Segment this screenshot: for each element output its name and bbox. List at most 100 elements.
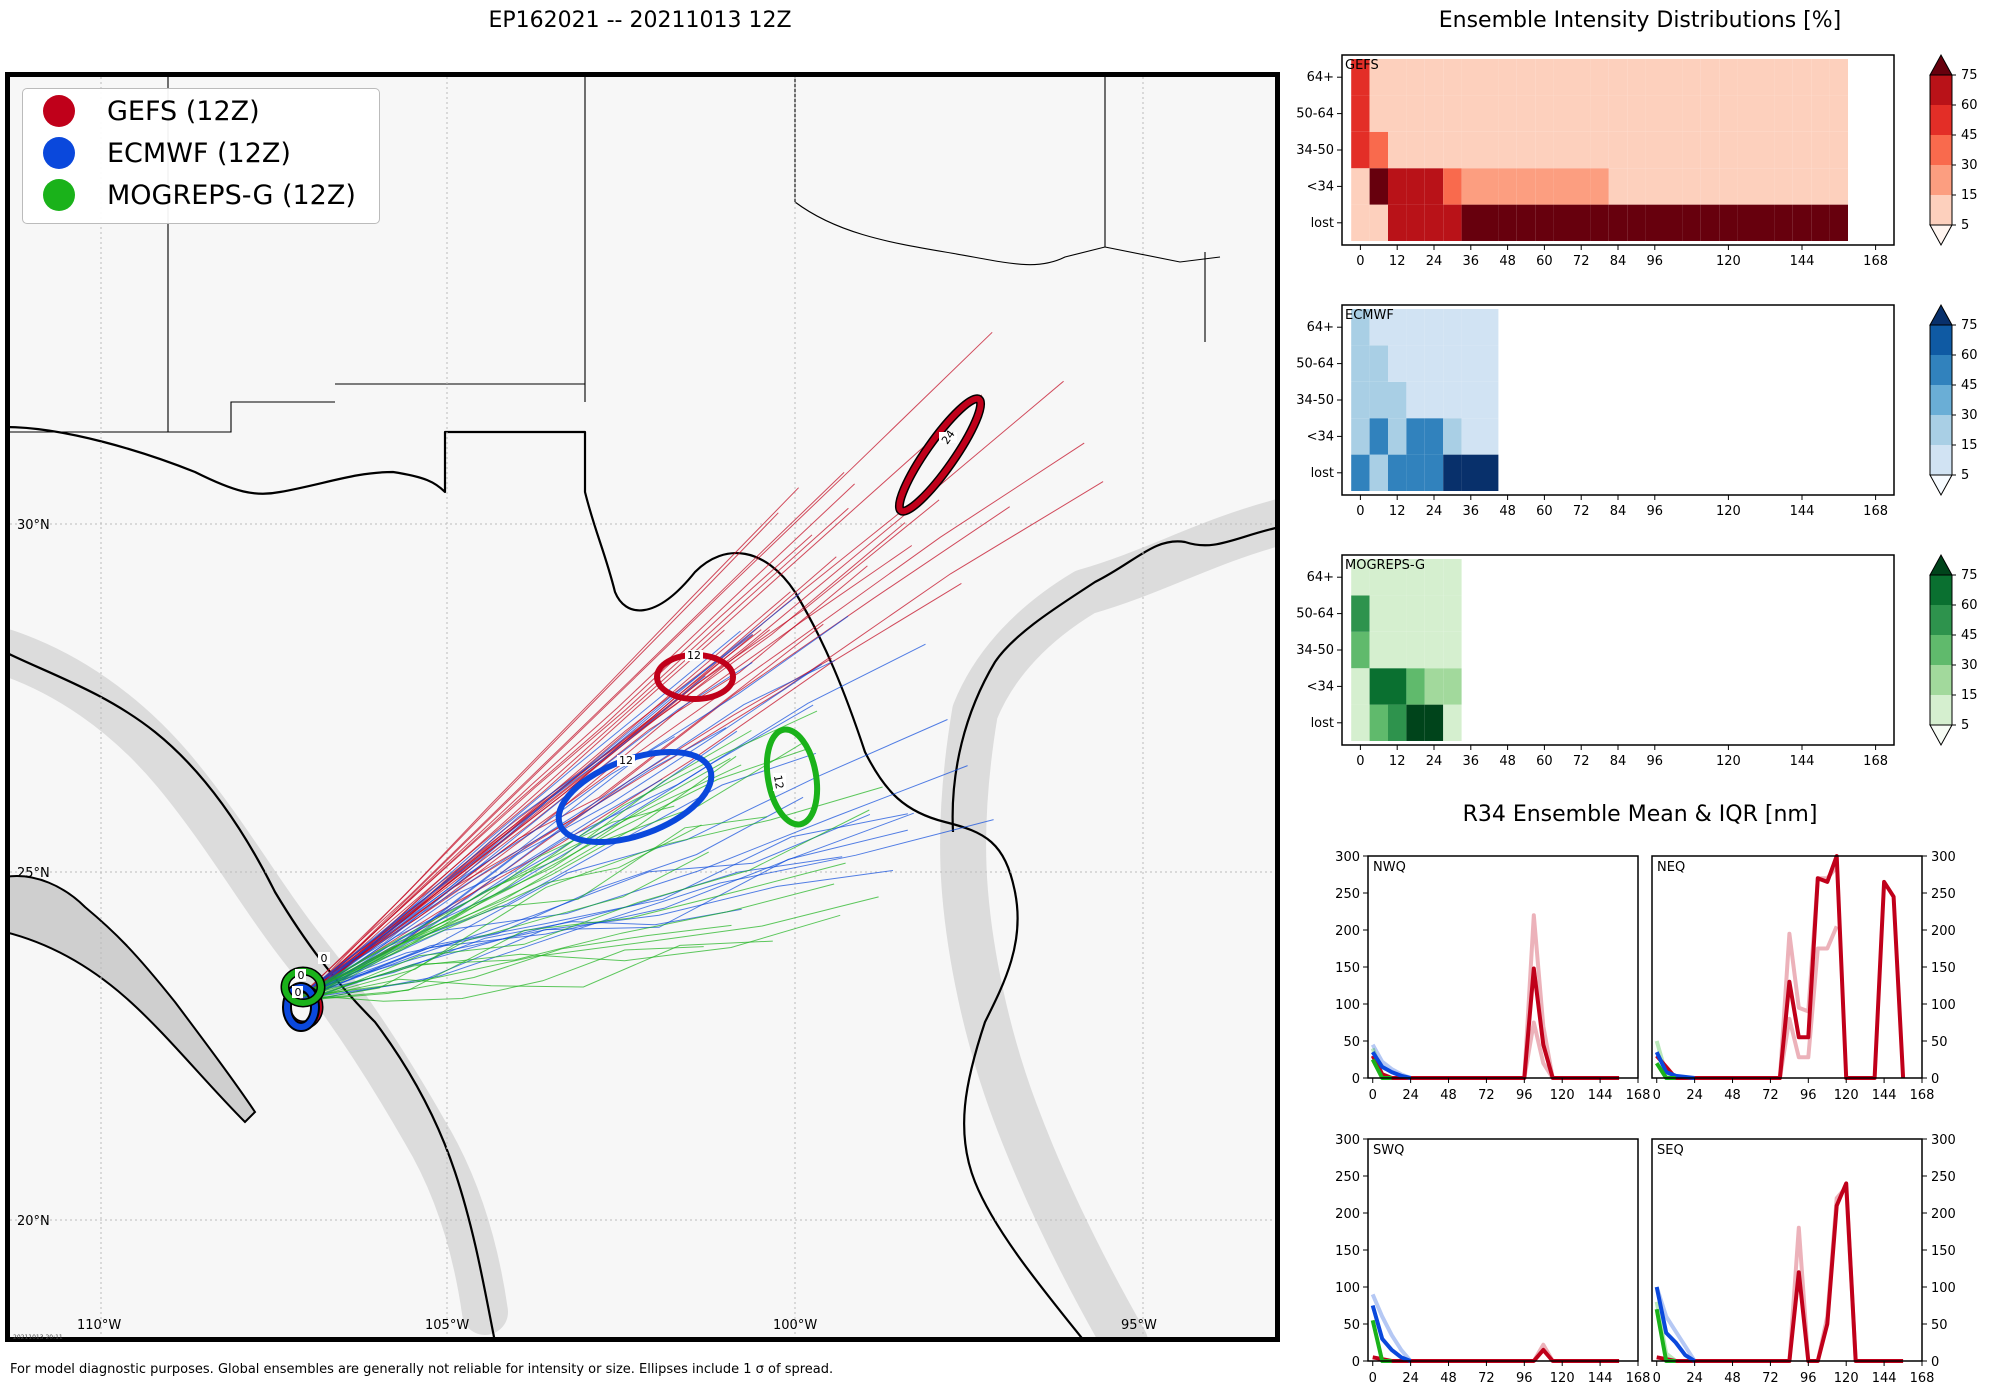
r34-frame	[1367, 855, 1639, 1079]
heatmap-cell	[1553, 131, 1572, 169]
track-2-19	[300, 730, 752, 999]
heatmap-cell	[1645, 59, 1664, 96]
heatmap-cell	[1351, 345, 1370, 382]
heatmap-cell	[1664, 59, 1683, 96]
heatmap-cell	[1369, 59, 1388, 96]
series-gefs-mean	[1655, 854, 1906, 1080]
track-map: 12 24 12 12 0 0 0 110°W 105°W 100°W 95°W…	[5, 72, 1280, 1342]
heatmap-cell	[1388, 309, 1407, 346]
y-tick-label: <34	[1307, 179, 1334, 194]
heatmap-cell	[1682, 59, 1701, 96]
heatmap-cell	[1700, 204, 1720, 241]
heatmap-cell	[1443, 131, 1462, 169]
colorbar-extend-top	[1929, 553, 1953, 576]
x-tick-label: 72	[1762, 1371, 1779, 1386]
heatmap-cell	[1737, 204, 1756, 241]
x-tick-label: 144	[1790, 504, 1815, 519]
series-ecmwf-mean	[1371, 1051, 1412, 1080]
track-2-15	[301, 710, 818, 994]
lon-label-105: 105°W	[425, 1318, 469, 1333]
x-tick-label: 60	[1536, 504, 1553, 519]
track-0-18	[306, 331, 993, 998]
y-tick-label: 50-64	[1296, 607, 1334, 622]
colorbar-tick-label: 45	[1961, 628, 1978, 643]
track-1-1	[302, 633, 753, 996]
x-tick-label: 24	[1426, 504, 1443, 519]
legend-item-mogreps: MOGREPS-G (12Z)	[43, 175, 356, 215]
track-1-12	[300, 719, 948, 996]
x-tick-label: 48	[1499, 754, 1516, 769]
x-tick-label: 72	[1478, 1088, 1495, 1103]
colorbar-extend-bottom	[1929, 474, 1953, 497]
heatmap-cell	[1535, 168, 1554, 205]
heatmap-cell	[1369, 168, 1388, 205]
x-tick-label: 120	[1716, 504, 1741, 519]
heatmap-cell	[1516, 168, 1536, 205]
heatmap-cell	[1424, 95, 1444, 132]
x-tick-label: 60	[1536, 254, 1553, 269]
track-1-6	[300, 796, 804, 994]
x-tick-label: 120	[1834, 1371, 1859, 1386]
y-tick-label: 300	[1931, 1133, 1956, 1148]
x-tick-label: 48	[1499, 504, 1516, 519]
track-2-16	[304, 757, 731, 1002]
track-2-6	[300, 862, 846, 1001]
track-2-12	[307, 786, 883, 1000]
x-tick-label: 72	[1478, 1371, 1495, 1386]
heatmap-cell	[1737, 59, 1756, 96]
heatmap-cell	[1424, 631, 1444, 669]
heatmap-cell	[1351, 168, 1370, 205]
heatmap-cell	[1664, 204, 1683, 241]
track-2-1	[306, 809, 870, 1002]
heatmap-cell	[1590, 59, 1609, 96]
heatmap-cell	[1461, 454, 1480, 491]
heatmap-cell	[1590, 168, 1609, 205]
x-tick-label: 72	[1573, 754, 1590, 769]
x-tick-label: 12	[1389, 504, 1406, 519]
colorbar-tick-label: 5	[1961, 718, 1969, 733]
colorbar-segment	[1930, 135, 1952, 166]
heatmap-cell	[1480, 95, 1499, 132]
y-tick-label: 250	[1931, 1170, 1956, 1185]
x-tick-label: 72	[1573, 504, 1590, 519]
colorbar-segment	[1930, 385, 1952, 416]
y-tick-label: <34	[1307, 429, 1334, 444]
heatmap-cell	[1792, 95, 1812, 132]
y-tick-label: 0	[1931, 1355, 1939, 1370]
colorbar-extend-bottom	[1929, 724, 1953, 747]
series-ecmwf-mean	[1654, 1286, 1696, 1363]
heatmap-cell	[1443, 95, 1462, 132]
heatmap-cell	[1682, 168, 1701, 205]
heatmap-cell	[1480, 381, 1499, 419]
heatmap-cell	[1443, 309, 1462, 346]
y-tick-label: 250	[1335, 887, 1360, 902]
heatmap-cell	[1645, 204, 1664, 241]
track-0-8	[308, 394, 983, 1003]
heatmap-cell	[1608, 131, 1628, 169]
series-ecmwf-mean	[1370, 1304, 1412, 1363]
x-tick-label: 168	[1626, 1088, 1651, 1103]
heatmap-cell	[1369, 704, 1388, 741]
heatmap-cell	[1443, 381, 1462, 419]
heatmap-cell	[1461, 418, 1480, 455]
x-tick-label: 0	[1369, 1371, 1377, 1386]
heatmap-cell	[1737, 131, 1756, 169]
right-panels: lost <34 34-50 50-64 64+ GEFS 0 12 24 36 48 60 72 84 9…	[1296, 53, 1978, 1386]
heatmap-cell	[1756, 204, 1775, 241]
colorbar-tick-label: 30	[1961, 158, 1978, 173]
heatmap-cell	[1480, 418, 1499, 455]
ecmwf-0-label: 0	[295, 986, 302, 999]
x-tick-label: 96	[1516, 1088, 1533, 1103]
heatmap-cell	[1388, 381, 1407, 419]
panel-name: SEQ	[1657, 1143, 1684, 1158]
heatmap-cell	[1369, 345, 1388, 382]
x-tick-label: 144	[1872, 1371, 1897, 1386]
heatmap-cell	[1388, 631, 1407, 669]
track-2-4	[303, 946, 704, 1002]
heatmap-cell	[1351, 381, 1370, 419]
heatmap-cell	[1351, 418, 1370, 455]
heatmap-cell	[1774, 204, 1793, 241]
mogreps-0-label: 0	[298, 969, 305, 982]
track-1-21	[303, 727, 727, 1002]
